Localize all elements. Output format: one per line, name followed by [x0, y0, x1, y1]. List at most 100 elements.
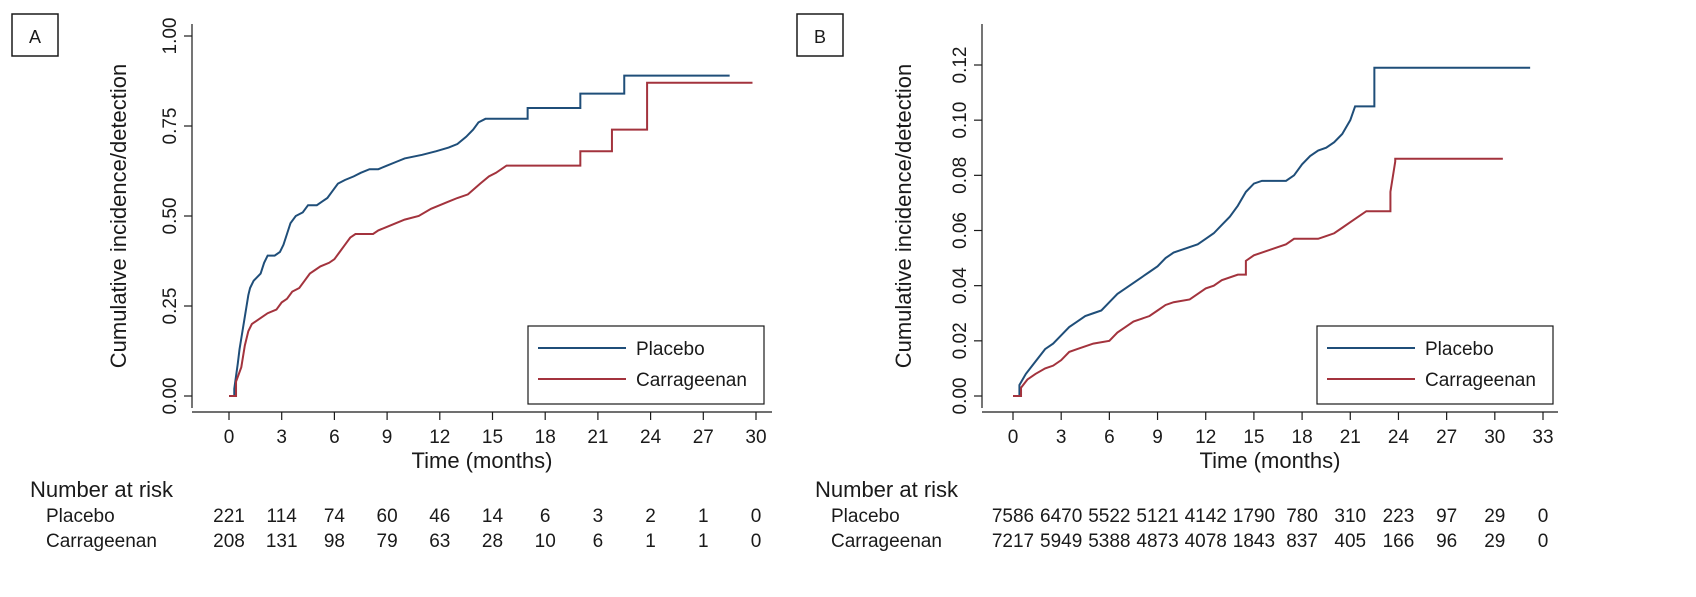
y-tick-label: 0.50 [160, 198, 181, 235]
risk-count: 1 [645, 531, 656, 552]
risk-count: 223 [1383, 506, 1415, 527]
risk-table-title: Number at risk [815, 477, 959, 502]
x-tick-label: 15 [1243, 427, 1264, 448]
y-tick-label: 1.00 [160, 18, 181, 55]
x-tick-label: 24 [1388, 427, 1410, 448]
risk-count: 10 [535, 531, 556, 552]
chart-panel-b: B 0.00 0.02 0.04 0.06 0.08 0.10 0.12 Cumulative … [796, 13, 1558, 552]
legend-label: Carrageenan [1425, 370, 1536, 391]
risk-count: 2 [645, 506, 656, 527]
risk-count: 6470 [1040, 506, 1082, 527]
risk-count: 60 [377, 506, 398, 527]
series-line-carrageenan [229, 81, 753, 397]
y-tick-label: 0.10 [950, 102, 971, 139]
risk-count: 97 [1436, 506, 1457, 527]
x-tick-label: 18 [535, 427, 556, 448]
series-line-carrageenan [1013, 157, 1503, 397]
risk-count: 79 [377, 531, 398, 552]
y-axis-label: Cumulative incidence/detection [106, 64, 131, 369]
x-tick-label: 30 [745, 427, 766, 448]
chart-panel-a: A 0.00 0.25 0.50 0.75 1.00 Cumulative incidenc… [11, 13, 772, 552]
x-axis-label: Time (months) [1200, 448, 1341, 473]
risk-count: 98 [324, 531, 345, 552]
risk-table-title: Number at risk [30, 477, 174, 502]
x-tick-label: 0 [1008, 427, 1019, 448]
risk-count: 4078 [1185, 531, 1227, 552]
x-tick-label: 30 [1484, 427, 1505, 448]
legend-label: Placebo [1425, 339, 1494, 360]
series-line-placebo [229, 74, 730, 397]
risk-count: 405 [1334, 531, 1366, 552]
risk-count: 96 [1436, 531, 1457, 552]
panel-label-box [796, 13, 844, 57]
risk-count: 14 [482, 506, 504, 527]
risk-count: 0 [751, 506, 762, 527]
legend-box [1316, 325, 1554, 405]
risk-count: 5522 [1088, 506, 1130, 527]
risk-count: 1790 [1233, 506, 1275, 527]
risk-row-label: Placebo [46, 506, 115, 527]
risk-count: 74 [324, 506, 346, 527]
y-axis-label: Cumulative incidence/detection [891, 64, 916, 369]
y-tick-label: 0.12 [950, 47, 971, 84]
risk-count: 114 [267, 506, 298, 527]
y-tick-label: 0.75 [160, 108, 181, 145]
x-tick-label: 6 [329, 427, 340, 448]
x-tick-label: 9 [1152, 427, 1163, 448]
y-tick-label: 0.06 [950, 212, 971, 249]
legend-label: Carrageenan [636, 370, 747, 391]
x-tick-label: 0 [224, 427, 235, 448]
risk-count: 166 [1383, 531, 1415, 552]
x-tick-label: 27 [1436, 427, 1457, 448]
x-tick-label: 15 [482, 427, 503, 448]
x-tick-label: 9 [382, 427, 393, 448]
risk-count: 131 [266, 531, 298, 552]
y-tick-label: 0.25 [160, 288, 181, 325]
risk-count: 221 [213, 506, 245, 527]
risk-row-label: Placebo [831, 506, 900, 527]
risk-count: 1 [698, 531, 709, 552]
risk-count: 208 [213, 531, 245, 552]
x-tick-label: 21 [1340, 427, 1361, 448]
risk-count: 5949 [1040, 531, 1082, 552]
risk-count: 0 [1538, 531, 1549, 552]
x-tick-label: 33 [1532, 427, 1553, 448]
legend-box [527, 325, 765, 405]
risk-count: 46 [429, 506, 450, 527]
y-tick-label: 0.08 [950, 157, 971, 194]
risk-count: 6 [540, 506, 551, 527]
risk-count: 3 [593, 506, 604, 527]
risk-count: 5388 [1088, 531, 1130, 552]
risk-count: 310 [1334, 506, 1366, 527]
risk-count: 1843 [1233, 531, 1275, 552]
risk-count: 4142 [1185, 506, 1227, 527]
series-line-placebo [1013, 66, 1531, 397]
risk-count: 0 [751, 531, 762, 552]
x-tick-label: 3 [276, 427, 287, 448]
panel-label: B [814, 27, 826, 47]
panel-label: A [29, 27, 41, 47]
risk-count: 63 [429, 531, 450, 552]
risk-count: 6 [593, 531, 604, 552]
x-tick-label: 24 [640, 427, 662, 448]
y-tick-label: 0.00 [160, 378, 181, 415]
x-axis-label: Time (months) [412, 448, 553, 473]
x-tick-label: 21 [587, 427, 608, 448]
risk-count: 29 [1484, 506, 1505, 527]
risk-count: 780 [1286, 506, 1318, 527]
risk-count: 0 [1538, 506, 1549, 527]
y-tick-label: 0.00 [950, 378, 971, 415]
y-tick-label: 0.04 [950, 267, 971, 304]
risk-count: 5121 [1136, 506, 1178, 527]
legend-label: Placebo [636, 339, 705, 360]
risk-count: 837 [1286, 531, 1318, 552]
risk-count: 28 [482, 531, 503, 552]
risk-row-label: Carrageenan [46, 531, 157, 552]
risk-count: 7586 [992, 506, 1034, 527]
x-tick-label: 12 [1195, 427, 1216, 448]
x-tick-label: 6 [1104, 427, 1115, 448]
risk-row-label: Carrageenan [831, 531, 942, 552]
y-tick-label: 0.02 [950, 322, 971, 359]
risk-count: 7217 [992, 531, 1034, 552]
